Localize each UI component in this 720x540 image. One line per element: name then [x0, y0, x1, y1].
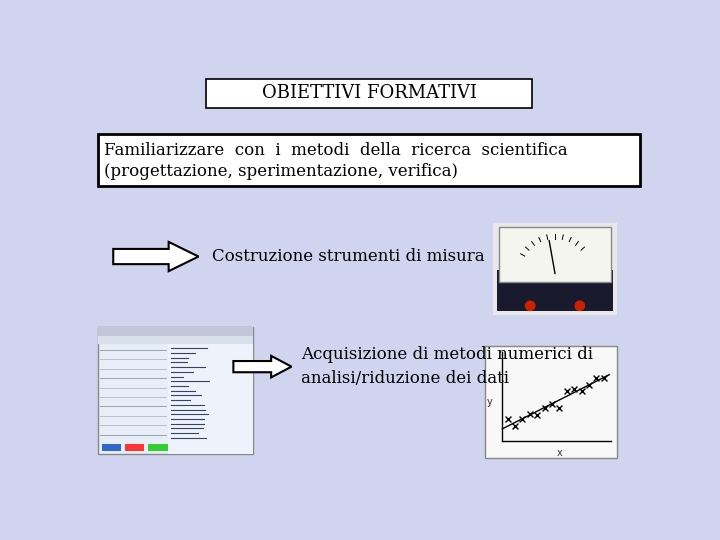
- FancyBboxPatch shape: [98, 327, 253, 454]
- FancyBboxPatch shape: [98, 134, 640, 186]
- Circle shape: [575, 301, 585, 310]
- FancyBboxPatch shape: [102, 444, 121, 451]
- FancyBboxPatch shape: [497, 269, 613, 311]
- FancyBboxPatch shape: [125, 444, 144, 451]
- Text: Acquisizione di metodi numerici di
analisi/riduzione dei dati: Acquisizione di metodi numerici di anali…: [301, 346, 593, 387]
- Point: [539, 403, 550, 412]
- Text: Familiarizzare  con  i  metodi  della  ricerca  scientifica: Familiarizzare con i metodi della ricerc…: [104, 143, 567, 159]
- FancyBboxPatch shape: [98, 336, 253, 343]
- Circle shape: [526, 301, 535, 310]
- Text: (progettazione, sperimentazione, verifica): (progettazione, sperimentazione, verific…: [104, 163, 458, 180]
- FancyBboxPatch shape: [98, 327, 253, 336]
- Point: [583, 381, 595, 389]
- Text: Costruzione strumenti di misura: Costruzione strumenti di misura: [212, 248, 485, 265]
- Point: [590, 374, 602, 382]
- Point: [531, 411, 543, 420]
- Text: y: y: [487, 397, 492, 407]
- Point: [569, 385, 580, 394]
- Text: OBIETTIVI FORMATIVI: OBIETTIVI FORMATIVI: [261, 84, 477, 102]
- FancyBboxPatch shape: [485, 346, 617, 457]
- Point: [598, 373, 610, 382]
- FancyBboxPatch shape: [148, 444, 168, 451]
- FancyBboxPatch shape: [493, 222, 617, 315]
- Point: [554, 404, 565, 413]
- FancyBboxPatch shape: [499, 226, 611, 282]
- Point: [576, 387, 588, 395]
- FancyBboxPatch shape: [168, 343, 253, 454]
- Point: [502, 415, 513, 423]
- Point: [546, 400, 558, 408]
- FancyBboxPatch shape: [206, 79, 532, 108]
- Polygon shape: [113, 242, 199, 271]
- Polygon shape: [233, 356, 292, 377]
- Point: [509, 421, 521, 430]
- Point: [524, 409, 536, 418]
- Point: [561, 387, 572, 395]
- Point: [517, 415, 528, 423]
- Text: x: x: [557, 448, 562, 458]
